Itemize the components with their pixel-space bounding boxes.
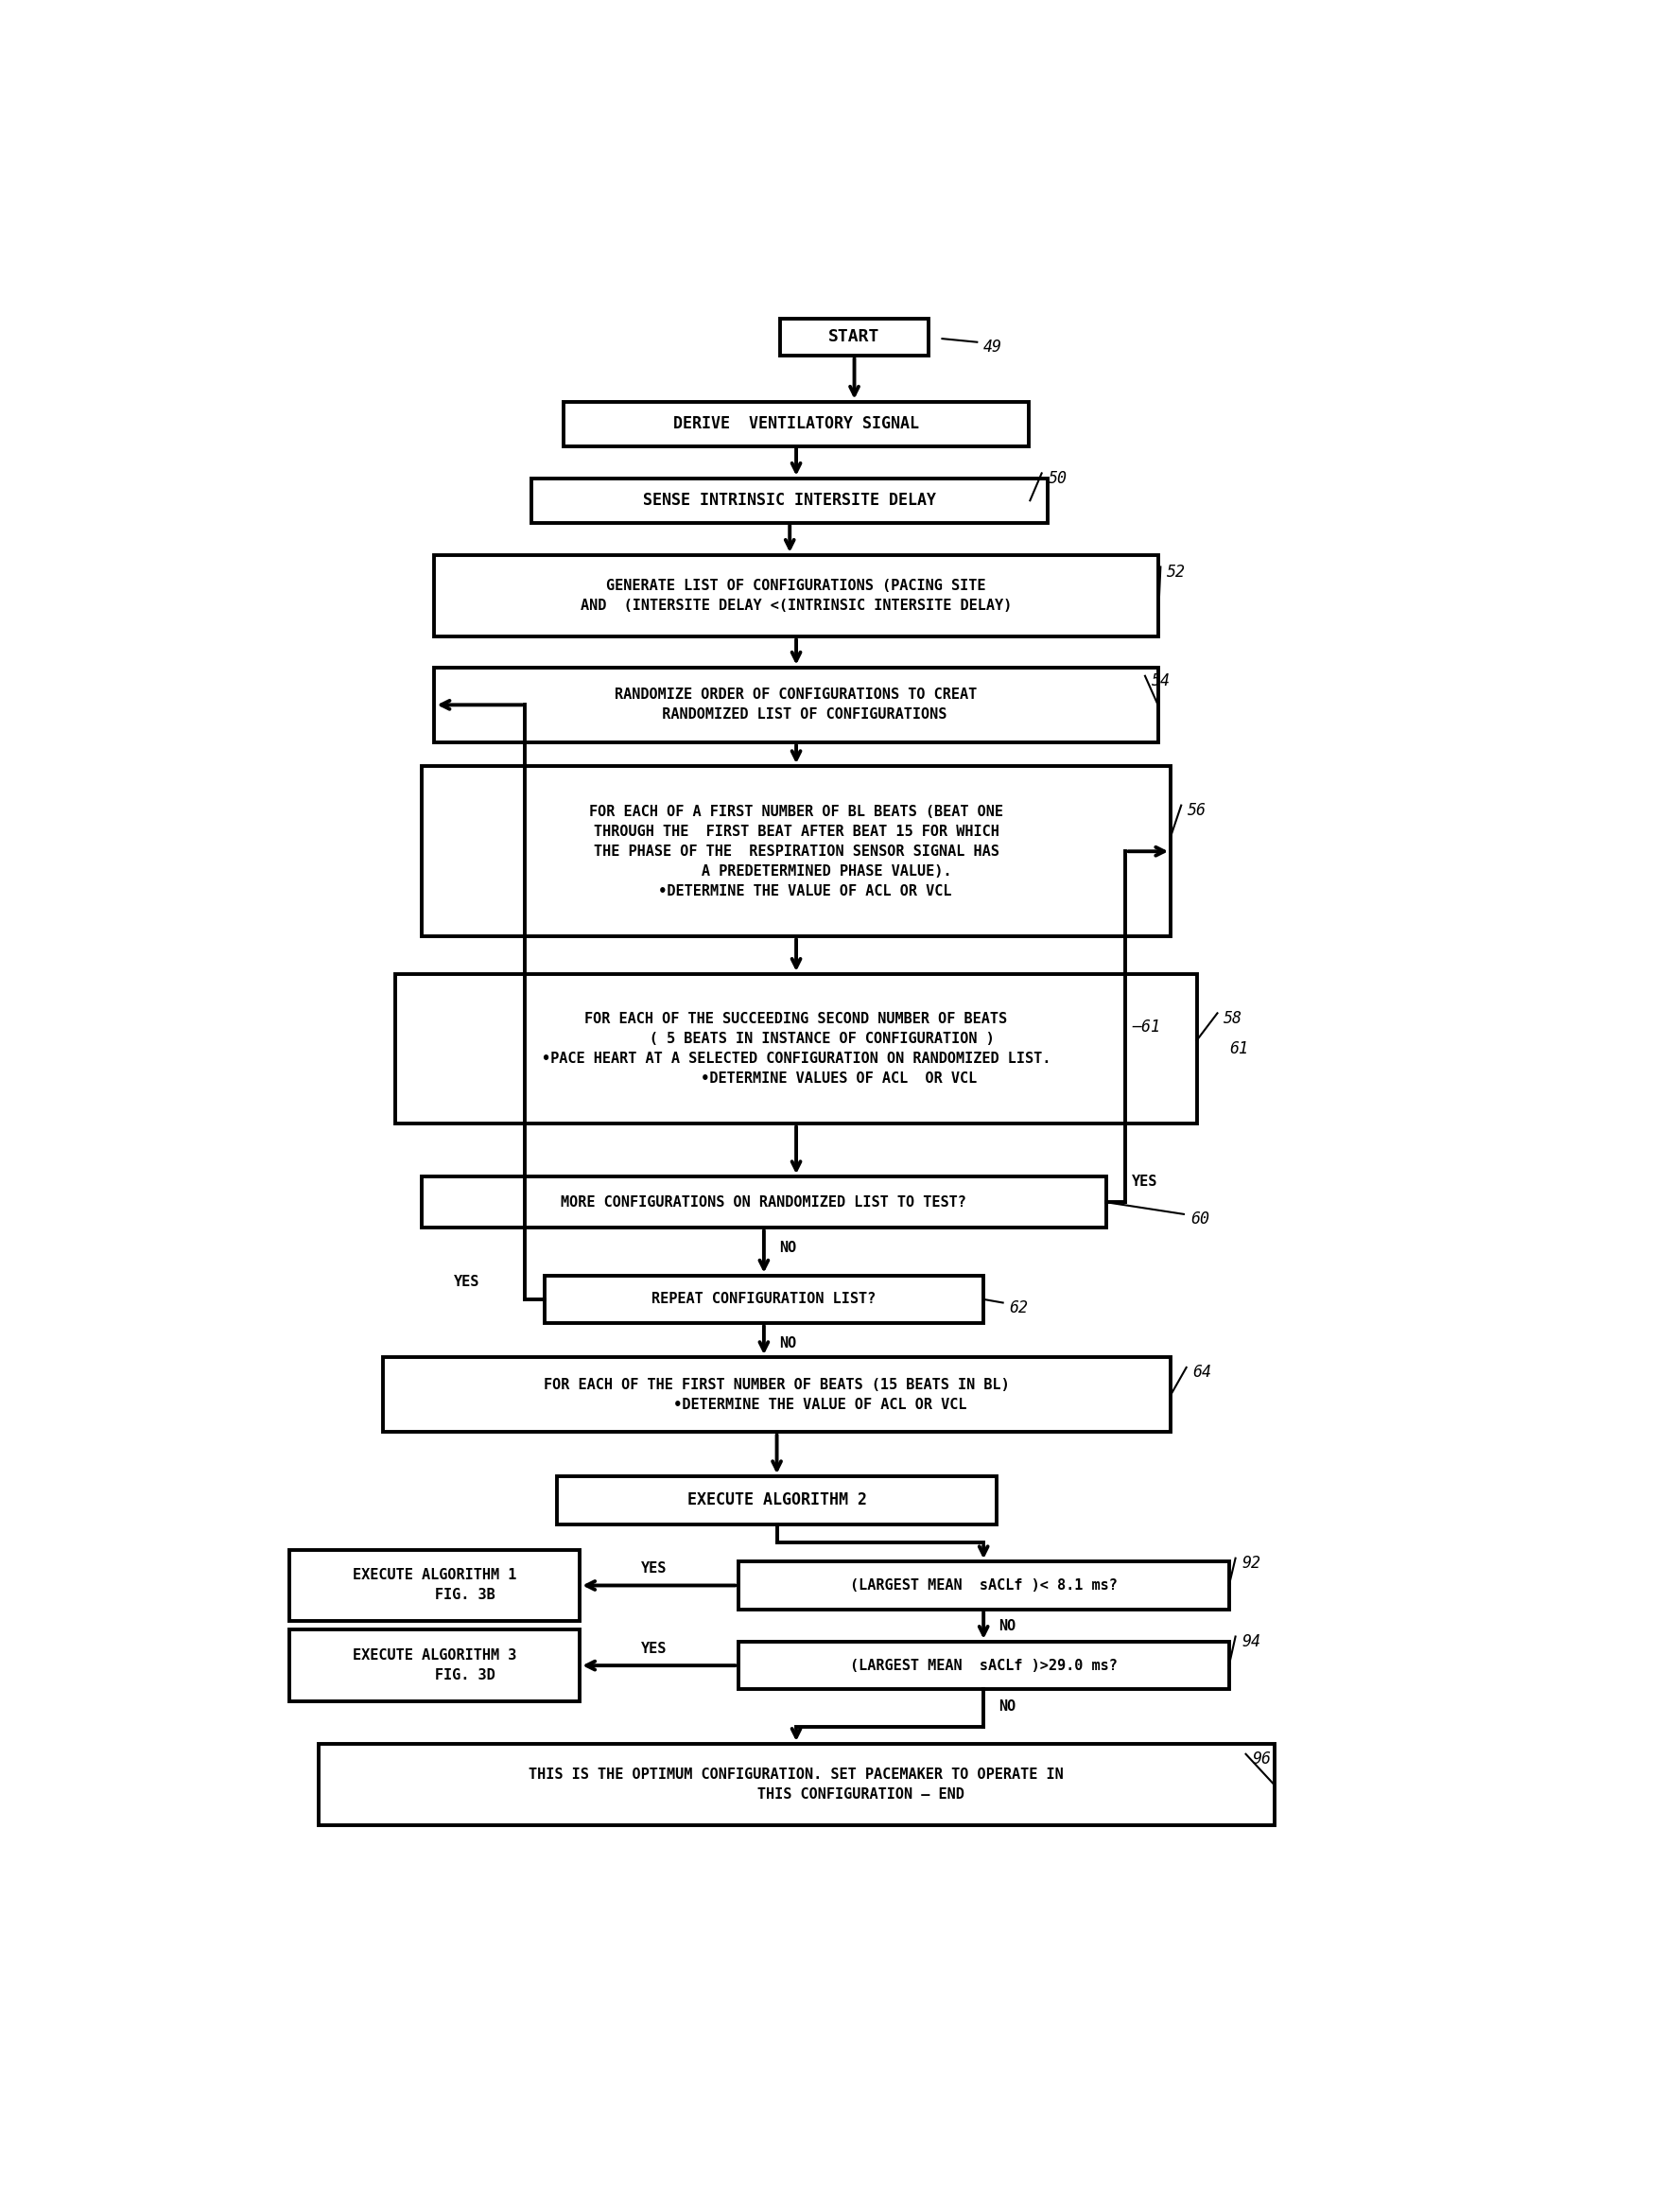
Text: START: START [828,327,880,345]
Text: 58: 58 [1224,1009,1242,1026]
Bar [780,319,929,356]
Text: 52: 52 [1167,564,1185,580]
Text: GENERATE LIST OF CONFIGURATIONS (PACING SITE
AND  (INTERSITE DELAY <(INTRINSIC I: GENERATE LIST OF CONFIGURATIONS (PACING … [580,580,1012,613]
Text: 50: 50 [1049,469,1067,487]
Text: EXECUTE ALGORITHM 1
       FIG. 3B: EXECUTE ALGORITHM 1 FIG. 3B [352,1568,517,1601]
Text: 92: 92 [1242,1555,1260,1573]
Text: 56: 56 [1187,803,1207,818]
Text: 49: 49 [984,338,1002,356]
Text: NO: NO [780,1241,797,1254]
Bar [532,478,1049,522]
Bar [422,765,1170,936]
Text: (LARGEST MEAN  sACLf )>29.0 ms?: (LARGEST MEAN sACLf )>29.0 ms? [850,1659,1117,1672]
Bar [288,1630,580,1701]
Text: YES: YES [642,1641,667,1655]
Bar [288,1551,580,1621]
Text: NO: NO [999,1619,1017,1632]
Text: SENSE INTRINSIC INTERSITE DELAY: SENSE INTRINSIC INTERSITE DELAY [643,491,937,509]
Bar [738,1562,1229,1610]
Text: 64: 64 [1194,1365,1212,1380]
Text: YES: YES [642,1562,667,1575]
Text: 96: 96 [1252,1750,1272,1767]
Bar [318,1743,1274,1825]
Text: FOR EACH OF THE SUCCEEDING SECOND NUMBER OF BEATS
      ( 5 BEATS IN INSTANCE OF: FOR EACH OF THE SUCCEEDING SECOND NUMBER… [542,1013,1050,1086]
Bar [383,1358,1170,1431]
Bar [738,1641,1229,1690]
Text: 54: 54 [1152,672,1170,690]
Bar [557,1475,997,1524]
Text: EXECUTE ALGORITHM 2: EXECUTE ALGORITHM 2 [687,1491,867,1509]
Text: YES: YES [1132,1175,1159,1188]
Text: 61: 61 [1229,1040,1249,1057]
Bar [543,1276,984,1323]
Text: YES: YES [453,1274,480,1290]
Text: FOR EACH OF THE FIRST NUMBER OF BEATS (15 BEATS IN BL)
          •DETERMINE THE : FOR EACH OF THE FIRST NUMBER OF BEATS (1… [543,1378,1010,1411]
Text: DERIVE  VENTILATORY SIGNAL: DERIVE VENTILATORY SIGNAL [673,416,919,431]
Text: (LARGEST MEAN  sACLf )< 8.1 ms?: (LARGEST MEAN sACLf )< 8.1 ms? [850,1579,1117,1593]
Bar [395,973,1197,1124]
Bar [435,555,1159,637]
Text: 62: 62 [1010,1298,1029,1316]
Bar [563,403,1029,447]
Text: 60: 60 [1190,1210,1209,1228]
Text: FOR EACH OF A FIRST NUMBER OF BL BEATS (BEAT ONE
THROUGH THE  FIRST BEAT AFTER B: FOR EACH OF A FIRST NUMBER OF BL BEATS (… [588,805,1004,898]
Text: MORE CONFIGURATIONS ON RANDOMIZED LIST TO TEST?: MORE CONFIGURATIONS ON RANDOMIZED LIST T… [562,1194,967,1210]
Text: EXECUTE ALGORITHM 3
       FIG. 3D: EXECUTE ALGORITHM 3 FIG. 3D [352,1648,517,1683]
Text: 94: 94 [1242,1632,1260,1650]
Text: —61: —61 [1132,1018,1160,1035]
Text: REPEAT CONFIGURATION LIST?: REPEAT CONFIGURATION LIST? [652,1292,877,1307]
Text: NO: NO [999,1699,1017,1714]
Text: THIS IS THE OPTIMUM CONFIGURATION. SET PACEMAKER TO OPERATE IN
               TH: THIS IS THE OPTIMUM CONFIGURATION. SET P… [528,1767,1064,1803]
Text: NO: NO [780,1336,797,1352]
Bar [422,1177,1107,1228]
Text: RANDOMIZE ORDER OF CONFIGURATIONS TO CREAT
  RANDOMIZED LIST OF CONFIGURATIONS: RANDOMIZE ORDER OF CONFIGURATIONS TO CRE… [615,688,977,721]
Bar [435,668,1159,743]
